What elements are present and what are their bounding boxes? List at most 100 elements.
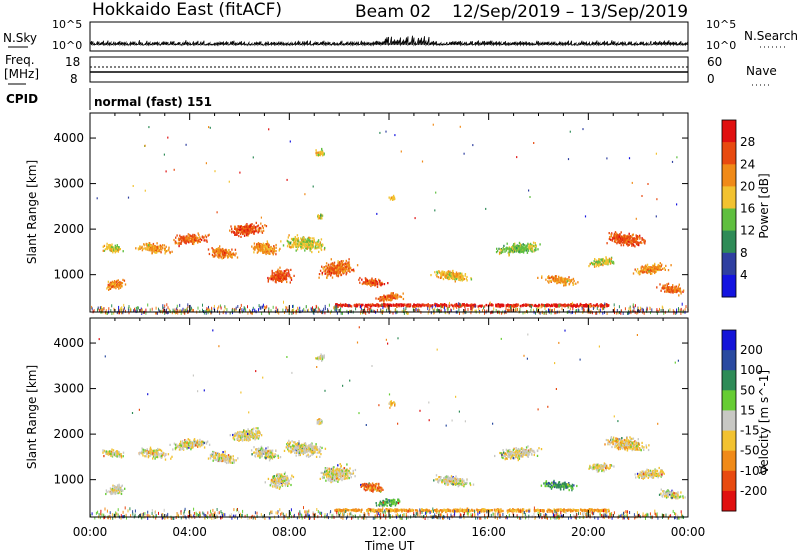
echo-point bbox=[181, 239, 183, 242]
echo-point bbox=[118, 281, 120, 285]
echo-point bbox=[613, 309, 615, 313]
echo-point bbox=[539, 311, 541, 315]
echo-point bbox=[252, 228, 254, 231]
echo-point bbox=[589, 304, 591, 308]
echo-point bbox=[449, 301, 450, 305]
echo-point bbox=[342, 269, 344, 273]
echo-point bbox=[598, 258, 600, 261]
echo-point bbox=[400, 150, 402, 153]
echo-point bbox=[118, 483, 120, 486]
echo-point bbox=[638, 244, 640, 247]
echo-point bbox=[333, 261, 336, 264]
echo-point bbox=[265, 247, 267, 250]
echo-point bbox=[154, 453, 156, 456]
echo-point bbox=[105, 309, 107, 313]
echo-point bbox=[344, 303, 347, 306]
echo-point bbox=[234, 233, 236, 236]
echo-point bbox=[624, 236, 626, 239]
echo-point bbox=[501, 304, 503, 308]
echo-point bbox=[674, 287, 676, 290]
echo-point bbox=[441, 272, 443, 276]
echo-point bbox=[508, 309, 510, 313]
echo-point bbox=[289, 242, 292, 245]
echo-point bbox=[454, 303, 456, 307]
echo-point bbox=[275, 253, 277, 256]
echo-point bbox=[212, 250, 214, 253]
echo-point bbox=[381, 303, 383, 307]
echo-point bbox=[486, 309, 488, 313]
echo-point bbox=[144, 247, 146, 250]
echo-point bbox=[269, 247, 271, 250]
echo-point bbox=[255, 230, 258, 233]
echo-point bbox=[197, 236, 199, 239]
echo-point bbox=[675, 311, 677, 315]
echo-point bbox=[279, 247, 281, 250]
echo-point bbox=[137, 306, 139, 310]
far-range-speckle bbox=[96, 123, 678, 220]
echo-point bbox=[527, 247, 529, 251]
echo-point bbox=[191, 445, 193, 448]
echo-point bbox=[301, 242, 304, 245]
echo-point bbox=[656, 198, 658, 201]
echo-point bbox=[507, 308, 509, 312]
echo-point bbox=[672, 284, 674, 287]
echo-point bbox=[554, 275, 557, 278]
echo-point bbox=[366, 279, 369, 282]
echo-point bbox=[296, 248, 299, 251]
echo-point bbox=[221, 252, 224, 255]
echo-point bbox=[332, 264, 334, 267]
echo-point bbox=[518, 241, 521, 244]
echo-point bbox=[224, 249, 226, 252]
echo-point bbox=[243, 232, 245, 235]
echo-cluster bbox=[588, 256, 615, 268]
echo-point bbox=[371, 277, 373, 280]
echo-point bbox=[173, 168, 175, 171]
echo-point bbox=[519, 248, 521, 251]
echo-point bbox=[646, 268, 648, 271]
echo-point bbox=[181, 440, 184, 443]
echo-point bbox=[191, 238, 193, 241]
echo-point bbox=[105, 450, 108, 453]
echo-point bbox=[582, 128, 584, 131]
echo-point bbox=[261, 225, 264, 228]
echo-point bbox=[382, 296, 384, 299]
echo-point bbox=[392, 194, 395, 197]
echo-point bbox=[608, 237, 611, 241]
echo-point bbox=[366, 308, 368, 312]
echo-point bbox=[603, 307, 605, 310]
echo-point bbox=[152, 451, 154, 454]
echo-point bbox=[293, 308, 295, 312]
echo-point bbox=[370, 281, 372, 284]
echo-point bbox=[639, 272, 641, 275]
echo-point bbox=[160, 449, 163, 452]
echo-point bbox=[525, 249, 528, 252]
echo-point bbox=[183, 308, 185, 312]
echo-point bbox=[204, 234, 207, 237]
echo-point bbox=[470, 311, 472, 315]
echo-point bbox=[192, 235, 194, 238]
echo-point bbox=[272, 279, 274, 282]
echo-point bbox=[229, 229, 231, 232]
echo-point bbox=[457, 276, 459, 279]
echo-point bbox=[114, 452, 116, 455]
echo-point bbox=[531, 244, 533, 247]
echo-point bbox=[635, 236, 638, 239]
echo-point bbox=[161, 244, 164, 247]
echo-point bbox=[513, 305, 516, 308]
echo-point bbox=[160, 246, 162, 249]
echo-point bbox=[266, 247, 268, 250]
echo-point bbox=[278, 279, 280, 282]
echo-point bbox=[661, 263, 663, 266]
echo-point bbox=[575, 309, 577, 313]
echo-point bbox=[642, 308, 644, 311]
echo-point bbox=[129, 307, 131, 311]
echo-point bbox=[198, 233, 200, 237]
echo-point bbox=[191, 242, 194, 245]
echo-point bbox=[184, 308, 186, 312]
echo-point bbox=[450, 275, 452, 278]
echo-point bbox=[440, 276, 442, 279]
echo-point bbox=[165, 245, 167, 248]
echo-point bbox=[277, 271, 279, 274]
echo-point bbox=[678, 289, 680, 292]
echo-point bbox=[275, 243, 277, 247]
